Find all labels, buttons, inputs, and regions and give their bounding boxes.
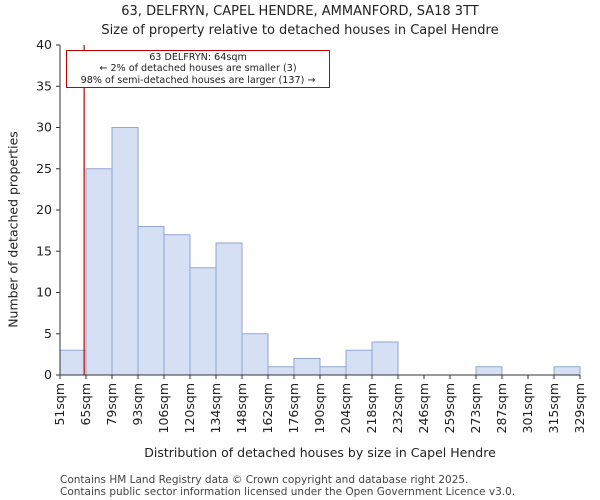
x-tick-label-259sqm: 259sqm [442, 383, 457, 433]
annotation-line-3: 98% of semi-detached houses are larger (… [80, 74, 316, 86]
chart-title: 63, DELFRYN, CAPEL HENDRE, AMMANFORD, SA… [121, 4, 479, 19]
annotation-line-2: ← 2% of detached houses are smaller (3) [99, 63, 297, 75]
x-tick-label-162sqm: 162sqm [260, 383, 275, 433]
property-annotation: 63 DELFRYN: 64sqm ← 2% of detached house… [66, 50, 330, 88]
x-tick-label-190sqm: 190sqm [312, 383, 327, 433]
y-tick-label-40: 40 [36, 37, 52, 52]
x-tick-label-134sqm: 134sqm [208, 383, 223, 433]
x-tick-label-232sqm: 232sqm [390, 383, 405, 433]
bar-51sqm [59, 349, 87, 376]
bar-218sqm [371, 341, 399, 376]
y-tick-label-10: 10 [36, 285, 52, 300]
x-tick-label-176sqm: 176sqm [286, 383, 301, 433]
x-tick-label-329sqm: 329sqm [572, 383, 587, 433]
bar-93sqm [137, 226, 165, 376]
x-tick-label-204sqm: 204sqm [338, 383, 353, 433]
bar-204sqm [345, 349, 373, 376]
x-tick-label-120sqm: 120sqm [182, 383, 197, 433]
y-tick-label-15: 15 [36, 243, 52, 258]
bar-79sqm [111, 127, 139, 376]
bar-65sqm [85, 168, 113, 376]
x-tick-label-246sqm: 246sqm [416, 383, 431, 433]
x-tick-label-315sqm: 315sqm [546, 383, 561, 433]
bar-148sqm [241, 333, 269, 376]
y-tick-label-5: 5 [44, 326, 52, 341]
bar-190sqm [319, 366, 347, 376]
x-tick-label-65sqm: 65sqm [78, 383, 93, 426]
x-tick-label-51sqm: 51sqm [52, 383, 67, 426]
bar-273sqm [475, 366, 503, 376]
x-tick-label-106sqm: 106sqm [156, 383, 171, 433]
bar-120sqm [189, 267, 217, 376]
x-tick-label-273sqm: 273sqm [468, 383, 483, 433]
annotation-line-1: 63 DELFRYN: 64sqm [149, 52, 247, 63]
footer-copyright: Contains HM Land Registry data © Crown c… [60, 474, 469, 486]
x-tick-label-79sqm: 79sqm [104, 383, 119, 426]
x-tick-label-93sqm: 93sqm [130, 383, 145, 426]
x-tick-label-301sqm: 301sqm [520, 383, 535, 433]
bar-315sqm [553, 366, 581, 376]
bar-134sqm [215, 242, 243, 376]
x-tick-label-287sqm: 287sqm [494, 383, 509, 433]
bar-106sqm [163, 234, 191, 376]
x-tick-label-218sqm: 218sqm [364, 383, 379, 433]
chart-subtitle: Size of property relative to detached ho… [101, 23, 499, 38]
x-tick-label-148sqm: 148sqm [234, 383, 249, 433]
y-tick-label-0: 0 [44, 367, 52, 382]
y-axis-label: Number of detached properties [5, 131, 21, 328]
x-axis-label: Distribution of detached houses by size … [144, 445, 496, 460]
footer-licence: Contains public sector information licen… [60, 486, 516, 498]
bar-176sqm [293, 358, 321, 376]
y-tick-label-35: 35 [36, 78, 52, 93]
y-tick-label-30: 30 [36, 120, 52, 135]
y-tick-label-25: 25 [36, 161, 52, 176]
y-tick-label-20: 20 [36, 202, 52, 217]
bar-162sqm [267, 366, 295, 376]
